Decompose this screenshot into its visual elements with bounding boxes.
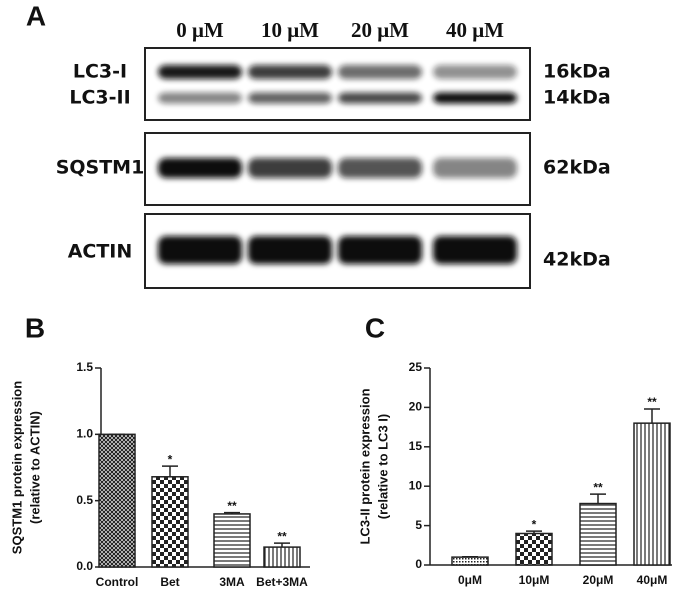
blot-band (433, 158, 517, 178)
y-tick-label: 5 (415, 518, 422, 532)
significance: * (168, 452, 173, 466)
y-tick-label: 1.5 (76, 360, 93, 374)
row-label: ACTIN (68, 241, 133, 263)
western-blot (144, 47, 531, 289)
blot-band (158, 158, 242, 178)
lane-label: 20 μM (351, 18, 409, 42)
error-bar (590, 493, 606, 504)
y-axis-label: (relative to ACTIN) (27, 411, 42, 524)
y-tick-label: 1.0 (76, 427, 93, 441)
blot-frame (144, 47, 531, 121)
x-tick-label: Bet+3MA (256, 575, 308, 589)
y-axis-label: (relative to LC3 I) (375, 414, 390, 519)
bar (451, 556, 489, 566)
significance: * (532, 517, 537, 531)
bar (579, 502, 617, 566)
blot-band (338, 158, 422, 178)
y-axis-label: SQSTM1 protein expression (9, 381, 24, 554)
y-tick-label: 10 (409, 478, 423, 492)
x-tick-label: 10μM (519, 573, 550, 587)
bar (213, 513, 251, 568)
bar (98, 433, 136, 568)
blot-band (248, 92, 332, 104)
x-tick-label: 0μM (458, 573, 482, 587)
bar (151, 476, 189, 568)
bar (515, 532, 553, 566)
blot-band (248, 158, 332, 178)
blot-band (338, 65, 422, 79)
size-label: 14kDa (543, 87, 611, 109)
x-tick-label: Control (96, 575, 139, 589)
blot-band (433, 236, 517, 264)
row-label: LC3-I (73, 61, 127, 83)
error-bar (526, 530, 542, 534)
y-tick-label: 0.5 (76, 493, 93, 507)
x-tick-label: 3MA (219, 575, 245, 589)
error-bar (644, 408, 660, 424)
significance: ** (647, 395, 657, 409)
y-tick-label: 0 (415, 557, 422, 571)
blot-band (338, 92, 422, 104)
blot-band (248, 65, 332, 79)
bar (263, 546, 301, 568)
blot-band (433, 92, 517, 104)
y-tick-label: 20 (409, 400, 423, 414)
significance: ** (277, 529, 287, 543)
significance: ** (593, 480, 603, 494)
blot-band (158, 92, 242, 104)
lane-label: 10 μM (261, 18, 319, 42)
panel-label: A (26, 0, 46, 31)
blot-band (338, 236, 422, 264)
y-tick-label: 25 (409, 360, 423, 374)
size-label: 62kDa (543, 157, 611, 179)
blot-band (158, 236, 242, 264)
y-tick-label: 0.0 (76, 559, 93, 573)
x-tick-label: 20μM (583, 573, 614, 587)
blot-band (248, 236, 332, 264)
blot-band (158, 65, 242, 79)
x-tick-label: Bet (160, 575, 179, 589)
row-label: SQSTM1 (56, 157, 145, 179)
size-label: 42kDa (543, 249, 611, 271)
panel-label: B (25, 312, 45, 343)
panel-label: C (365, 312, 385, 343)
significance: ** (227, 499, 237, 513)
lane-label: 0 μM (176, 18, 224, 42)
error-bar (224, 511, 240, 514)
error-bar (274, 542, 290, 548)
size-label: 16kDa (543, 61, 611, 83)
blot-band (433, 65, 517, 79)
row-label: LC3-II (69, 87, 130, 109)
y-axis-label: LC3-II protein expression (357, 388, 372, 544)
bar (633, 422, 671, 566)
x-tick-label: 40μM (637, 573, 668, 587)
y-tick-label: 15 (409, 439, 423, 453)
error-bar (162, 465, 178, 477)
lane-label: 40 μM (446, 18, 504, 42)
